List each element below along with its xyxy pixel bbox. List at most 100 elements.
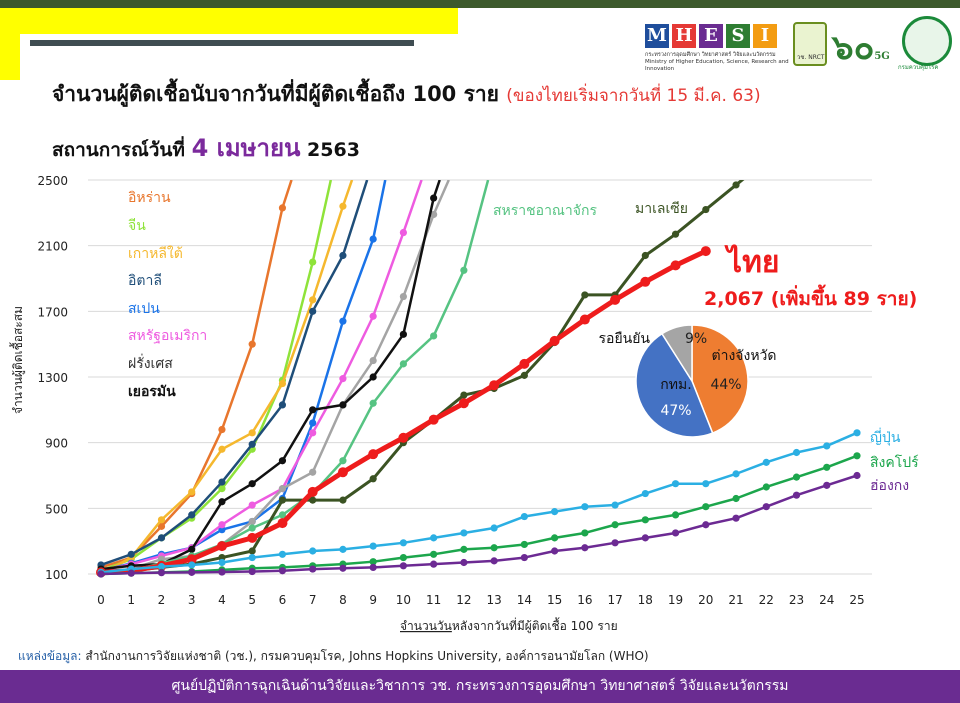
data-point: [732, 514, 740, 522]
data-point: [277, 518, 288, 529]
data-point: [489, 380, 500, 391]
data-point: [551, 534, 559, 542]
data-point: [490, 524, 498, 532]
data-point: [248, 429, 256, 437]
grey-divider: [30, 40, 414, 46]
data-point: [611, 521, 619, 529]
x-axis-label: จำนวนวันหลังจากวันที่มีผู้ติดเชื้อ 100 ร…: [400, 617, 618, 634]
x-axis-label-rest: หลังจากวันที่มีผู้ติดเชื้อ 100 ราย: [452, 617, 618, 634]
data-point: [309, 565, 317, 573]
series-line: [100, 180, 354, 576]
data-point: [248, 567, 256, 576]
x-tick-label: 13: [486, 593, 501, 607]
data-point: [188, 561, 196, 569]
data-point: [369, 563, 377, 572]
data-source: แหล่งข้อมูล: สำนักงานการวิจัยแห่งชาติ (ว…: [18, 647, 649, 666]
data-point: [248, 480, 256, 488]
moph-logo: [902, 16, 952, 66]
label-uk: สหราชอาณาจักร: [493, 203, 597, 219]
subtitle-year: 2563: [307, 139, 360, 161]
data-point: [218, 558, 226, 567]
data-point: [309, 419, 317, 427]
pie-slice: [691, 324, 749, 435]
data-point: [218, 521, 226, 529]
data-point: [430, 194, 438, 202]
series-line: [100, 454, 858, 576]
data-point: [430, 210, 438, 219]
data-point: [671, 511, 680, 519]
data-point: [670, 260, 681, 271]
label-thailand: ไทย: [724, 244, 779, 280]
data-point: [309, 258, 317, 266]
label-thailand-total: 2,067 (เพิ่มขึ้น 89 ราย): [704, 284, 917, 310]
data-point: [309, 296, 317, 304]
data-point: [581, 503, 589, 511]
data-point: [671, 480, 680, 488]
data-point: [157, 534, 166, 542]
x-tick-label: 14: [517, 593, 532, 607]
data-point: [339, 401, 347, 409]
series-line: [100, 180, 441, 571]
x-tick-label: 16: [577, 593, 592, 607]
x-axis-label-emphasis: จำนวนวัน: [400, 619, 452, 633]
data-point: [430, 560, 438, 568]
yellow-accent-left: [0, 8, 20, 80]
data-point: [369, 235, 377, 243]
data-point: [641, 251, 649, 260]
sixty-years-number: ๖๐: [832, 28, 875, 68]
data-point: [368, 449, 379, 460]
series-line: [100, 180, 369, 567]
data-point: [823, 442, 831, 450]
data-point: [278, 511, 287, 519]
data-point: [218, 568, 226, 576]
data-point: [218, 526, 226, 534]
data-point: [700, 246, 711, 257]
data-point: [369, 312, 377, 320]
data-point: [369, 558, 377, 566]
data-point: [732, 494, 740, 503]
data-point: [641, 489, 649, 498]
x-tick-label: 25: [849, 593, 864, 607]
data-point: [520, 512, 528, 521]
data-point: [611, 501, 619, 509]
moph-logo-label: กรมควบคุมโรค: [898, 64, 939, 71]
data-point: [218, 445, 226, 453]
label-china: จีน: [128, 218, 146, 234]
x-tick-label: 7: [309, 593, 317, 607]
data-point: [339, 564, 347, 572]
data-point: [339, 251, 347, 260]
x-tick-label: 11: [426, 593, 441, 607]
data-point: [551, 508, 559, 516]
data-point: [640, 276, 651, 287]
data-point: [248, 547, 256, 555]
mhesi-letter: H: [672, 24, 696, 48]
data-point: [853, 471, 861, 480]
data-point: [702, 503, 710, 511]
x-tick-label: 21: [728, 593, 743, 607]
data-point: [823, 463, 831, 471]
title-note: (ของไทยเริ่มจากวันที่ 15 มี.ค. 63): [506, 86, 761, 106]
data-point: [581, 529, 589, 537]
label-singapore: สิงคโปร์: [870, 454, 919, 471]
data-point: [853, 452, 861, 460]
y-axis-label: จำนวนผู้ติดเชื้อสะสม: [9, 306, 26, 414]
data-point: [399, 330, 407, 338]
data-point: [490, 557, 498, 565]
data-point: [278, 204, 287, 212]
y-tick-label: 900: [45, 437, 68, 451]
data-point: [551, 547, 559, 555]
label-germany: เยอรมัน: [128, 384, 176, 400]
chart-series: [96, 180, 861, 578]
data-point: [157, 522, 166, 530]
data-point: [339, 457, 347, 465]
x-tick-label: 23: [789, 593, 804, 607]
data-point: [247, 532, 258, 543]
data-point: [762, 503, 770, 511]
label-italy: อิตาลี: [128, 273, 162, 289]
mhesi-letter: I: [753, 24, 777, 48]
data-point: [490, 544, 498, 552]
label-usa: สหรัฐอเมริกา: [128, 328, 207, 344]
sixty-years-logo: ๖๐5G: [832, 20, 890, 74]
data-point: [641, 516, 649, 524]
